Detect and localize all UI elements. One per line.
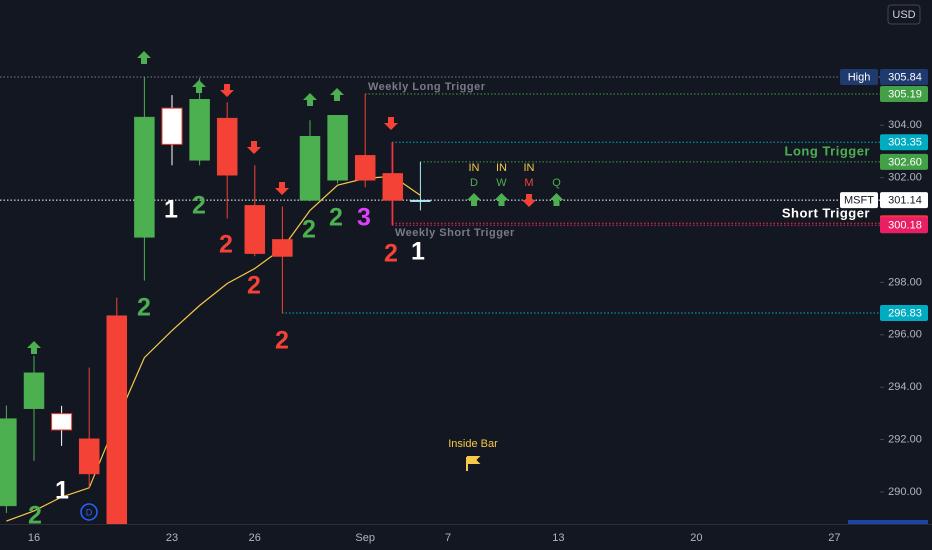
candle-body xyxy=(161,107,183,145)
strat-label: 3 xyxy=(357,204,371,232)
price-label-box xyxy=(880,86,928,103)
x-tick-label: 27 xyxy=(828,532,840,544)
candle-body xyxy=(216,117,238,176)
volume-strip xyxy=(848,520,928,524)
x-tick-label: 13 xyxy=(552,532,564,544)
signal-arrow xyxy=(275,182,289,195)
event-label: D xyxy=(86,507,93,517)
strat-label: 2 xyxy=(247,272,261,300)
level-text: Weekly Short Trigger xyxy=(395,227,515,239)
price-label-box xyxy=(880,192,928,209)
signal-arrow xyxy=(467,193,481,206)
candle-body xyxy=(51,413,73,431)
price-label: 303.35 xyxy=(888,137,922,149)
strat-label: 2 xyxy=(275,327,289,355)
level-name-box xyxy=(840,69,878,86)
candle-body xyxy=(106,315,128,524)
currency: USD xyxy=(892,9,915,21)
strat-label: 2 xyxy=(384,240,398,268)
tf-state: IN xyxy=(469,162,480,174)
x-tick-label: 7 xyxy=(445,532,451,544)
signal-arrow xyxy=(330,88,344,101)
x-tick-label: Sep xyxy=(355,532,375,544)
y-tick-label: 290.00 xyxy=(888,486,922,498)
signal-arrow xyxy=(549,193,564,206)
tf-name: D xyxy=(470,177,478,189)
candle-body xyxy=(244,205,266,254)
candle-body xyxy=(134,116,155,238)
signal-arrow xyxy=(192,80,206,93)
price-label: 305.19 xyxy=(888,88,922,100)
price-label: 296.83 xyxy=(888,307,922,319)
moving-average xyxy=(6,175,421,522)
strat-label: 2 xyxy=(192,192,206,220)
strat-label: 2 xyxy=(219,231,233,259)
currency-box xyxy=(887,4,921,25)
tf-state: IN xyxy=(496,162,507,174)
inside-bar-flag xyxy=(466,456,481,471)
price-label-box xyxy=(880,69,928,86)
candle-body xyxy=(272,239,293,257)
tf-state: IN xyxy=(524,162,535,174)
y-tick-label: 296.00 xyxy=(888,329,922,341)
price-label-box xyxy=(880,305,928,322)
x-tick-label: 26 xyxy=(249,532,261,544)
candle-body xyxy=(78,438,100,475)
signal-arrow xyxy=(384,117,398,130)
candle-body xyxy=(410,199,431,202)
y-tick-label: 302.00 xyxy=(888,172,922,184)
tf-name: Q xyxy=(552,177,561,189)
candle-body xyxy=(327,115,348,181)
signal-arrow xyxy=(303,93,317,106)
candle-body xyxy=(299,135,321,201)
price-label: 302.60 xyxy=(888,156,922,168)
level-name-box xyxy=(840,192,878,209)
strat-label: 2 xyxy=(329,204,343,232)
price-label: 301.14 xyxy=(888,195,922,207)
candle-body xyxy=(23,372,45,409)
tf-name: M xyxy=(524,177,533,189)
signal-arrow xyxy=(494,193,509,206)
tf-name: W xyxy=(496,177,507,189)
candle-body xyxy=(354,155,376,181)
signal-arrow xyxy=(247,141,261,154)
signal-arrow xyxy=(27,341,41,354)
level-name: High xyxy=(848,71,871,83)
strat-label: 1 xyxy=(164,196,178,224)
price-label-box xyxy=(880,153,928,170)
strat-label: 1 xyxy=(55,477,69,505)
level-text: Short Trigger xyxy=(782,205,870,220)
inside-bar-label: Inside Bar xyxy=(448,438,498,450)
level-text: Long Trigger xyxy=(785,143,870,158)
event-marker xyxy=(80,503,98,521)
candle-body xyxy=(0,418,17,507)
price-label-box xyxy=(880,134,928,151)
strat-label: 1 xyxy=(411,238,425,266)
level-name: MSFT xyxy=(844,195,874,207)
level-text: Weekly Long Trigger xyxy=(368,81,486,93)
x-tick-label: 20 xyxy=(690,532,702,544)
candle-body xyxy=(189,99,210,161)
price-label: 305.84 xyxy=(888,71,922,83)
y-tick-label: 304.00 xyxy=(888,119,922,131)
signal-arrow xyxy=(522,194,536,207)
y-tick-label: 292.00 xyxy=(888,434,922,446)
y-tick-label: 298.00 xyxy=(888,276,922,288)
x-tick-label: 16 xyxy=(28,532,40,544)
x-tick-label: 23 xyxy=(166,532,178,544)
strat-label: 2 xyxy=(302,216,316,244)
candle-body xyxy=(382,173,404,201)
price-label: 300.18 xyxy=(888,220,922,232)
price-label-box xyxy=(880,217,928,234)
strat-label: 2 xyxy=(137,294,151,322)
strat-label: 2 xyxy=(28,502,42,530)
signal-arrow xyxy=(137,51,151,64)
y-tick-label: 294.00 xyxy=(888,381,922,393)
signal-arrow xyxy=(220,84,234,97)
